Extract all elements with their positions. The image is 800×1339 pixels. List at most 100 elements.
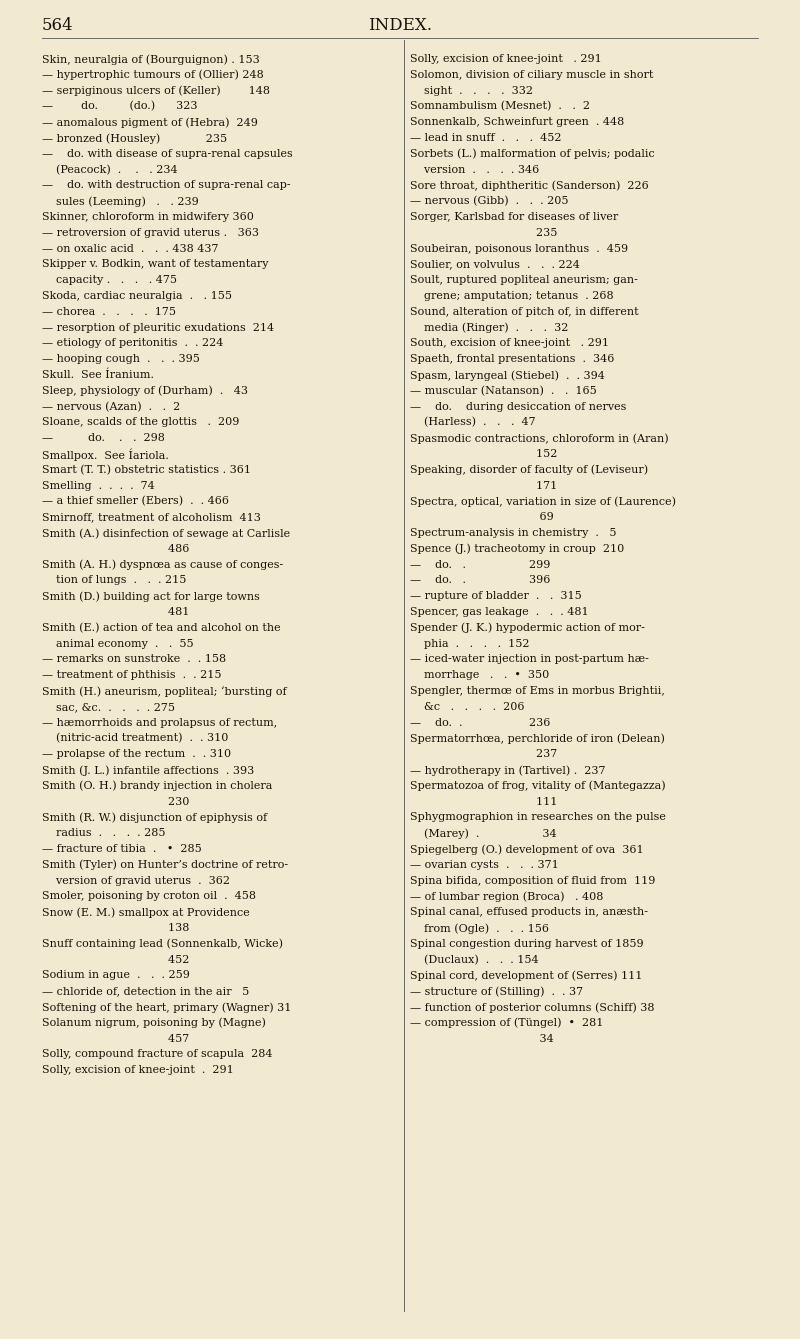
Text: — function of posterior columns (Schiff) 38: — function of posterior columns (Schiff)…: [410, 1002, 654, 1012]
Text: Spina bifida, composition of fluid from  119: Spina bifida, composition of fluid from …: [410, 876, 655, 885]
Text: capacity .   .   .   . 475: capacity . . . . 475: [42, 276, 177, 285]
Text: Sleep, physiology of (Durham)  .   43: Sleep, physiology of (Durham) . 43: [42, 386, 248, 396]
Text: Smelling  .  .  .  .  74: Smelling . . . . 74: [42, 481, 154, 490]
Text: INDEX.: INDEX.: [368, 17, 432, 33]
Text: Solly, compound fracture of scapula  284: Solly, compound fracture of scapula 284: [42, 1050, 273, 1059]
Text: Spasmodic contractions, chloroform in (Aran): Spasmodic contractions, chloroform in (A…: [410, 434, 669, 443]
Text: 152: 152: [410, 449, 558, 459]
Text: — muscular (Natanson)  .   .  165: — muscular (Natanson) . . 165: [410, 386, 597, 396]
Text: 111: 111: [410, 797, 558, 806]
Text: 69: 69: [410, 513, 554, 522]
Text: sight  .   .   .   .  332: sight . . . . 332: [410, 86, 533, 95]
Text: animal economy  .   .  55: animal economy . . 55: [42, 639, 194, 648]
Text: phia  .   .   .   .  152: phia . . . . 152: [410, 639, 530, 648]
Text: Smith (Tyler) on Hunter’s doctrine of retro-: Smith (Tyler) on Hunter’s doctrine of re…: [42, 860, 288, 870]
Text: Smith (A.) disinfection of sewage at Carlisle: Smith (A.) disinfection of sewage at Car…: [42, 528, 290, 538]
Text: — lead in snuff  .   .   .  452: — lead in snuff . . . 452: [410, 133, 562, 143]
Text: Soult, ruptured popliteal aneurism; gan-: Soult, ruptured popliteal aneurism; gan-: [410, 276, 638, 285]
Text: Smirnoff, treatment of alcoholism  413: Smirnoff, treatment of alcoholism 413: [42, 513, 261, 522]
Text: Skinner, chloroform in midwifery 360: Skinner, chloroform in midwifery 360: [42, 212, 254, 222]
Text: Spinal congestion during harvest of 1859: Spinal congestion during harvest of 1859: [410, 939, 644, 949]
Text: Spasm, laryngeal (Stiebel)  .  . 394: Spasm, laryngeal (Stiebel) . . 394: [410, 370, 605, 380]
Text: — rupture of bladder  .   .  315: — rupture of bladder . . 315: [410, 592, 582, 601]
Text: Spence (J.) tracheotomy in croup  210: Spence (J.) tracheotomy in croup 210: [410, 544, 624, 554]
Text: — remarks on sunstroke  .  . 158: — remarks on sunstroke . . 158: [42, 655, 226, 664]
Text: Smith (A. H.) dyspnœa as cause of conges-: Smith (A. H.) dyspnœa as cause of conges…: [42, 560, 283, 570]
Text: Skoda, cardiac neuralgia  .   . 155: Skoda, cardiac neuralgia . . 155: [42, 291, 232, 301]
Text: (Marey)  .                  34: (Marey) . 34: [410, 829, 557, 838]
Text: Spender (J. K.) hypodermic action of mor-: Spender (J. K.) hypodermic action of mor…: [410, 623, 645, 633]
Text: Spinal canal, effused products in, anæsth-: Spinal canal, effused products in, anæst…: [410, 908, 648, 917]
Text: Smith (D.) building act for large towns: Smith (D.) building act for large towns: [42, 592, 260, 601]
Text: Sorger, Karlsbad for diseases of liver: Sorger, Karlsbad for diseases of liver: [410, 212, 618, 222]
Text: morrhage   .   .  •  350: morrhage . . • 350: [410, 671, 550, 680]
Text: Soubeiran, poisonous loranthus  .  459: Soubeiran, poisonous loranthus . 459: [410, 244, 628, 253]
Text: — retroversion of gravid uterus .   363: — retroversion of gravid uterus . 363: [42, 228, 259, 238]
Text: Skipper v. Bodkin, want of testamentary: Skipper v. Bodkin, want of testamentary: [42, 260, 269, 269]
Text: radius  .   .   .  . 285: radius . . . . 285: [42, 829, 166, 838]
Text: Sorbets (L.) malformation of pelvis; podalic: Sorbets (L.) malformation of pelvis; pod…: [410, 149, 654, 159]
Text: 457: 457: [42, 1034, 190, 1043]
Text: Solanum nigrum, poisoning by (Magne): Solanum nigrum, poisoning by (Magne): [42, 1018, 266, 1028]
Text: — ovarian cysts  .   .  . 371: — ovarian cysts . . . 371: [410, 860, 558, 870]
Text: Somnambulism (Mesnet)  .   .  2: Somnambulism (Mesnet) . . 2: [410, 102, 590, 111]
Text: — bronzed (Housley)             235: — bronzed (Housley) 235: [42, 133, 227, 143]
Text: —    do.   .                  299: — do. . 299: [410, 560, 550, 569]
Text: Smith (E.) action of tea and alcohol on the: Smith (E.) action of tea and alcohol on …: [42, 623, 281, 633]
Text: Spiegelberg (O.) development of ova  361: Spiegelberg (O.) development of ova 361: [410, 844, 644, 854]
Text: Skull.  See Íranium.: Skull. See Íranium.: [42, 370, 154, 380]
Text: — hydrotherapy in (Tartivel) .  237: — hydrotherapy in (Tartivel) . 237: [410, 765, 606, 775]
Text: Sphygmographion in researches on the pulse: Sphygmographion in researches on the pul…: [410, 813, 666, 822]
Text: Sodium in ague  .   .  . 259: Sodium in ague . . . 259: [42, 971, 190, 980]
Text: Smith (O. H.) brandy injection in cholera: Smith (O. H.) brandy injection in choler…: [42, 781, 272, 791]
Text: — of lumbar region (Broca)   . 408: — of lumbar region (Broca) . 408: [410, 892, 603, 902]
Text: — a thief smeller (Ebers)  .  . 466: — a thief smeller (Ebers) . . 466: [42, 497, 229, 506]
Text: —    do.   .                  396: — do. . 396: [410, 576, 550, 585]
Text: — hæmorrhoids and prolapsus of rectum,: — hæmorrhoids and prolapsus of rectum,: [42, 718, 278, 727]
Text: — chloride of, detection in the air   5: — chloride of, detection in the air 5: [42, 987, 250, 996]
Text: — fracture of tibia  .   •  285: — fracture of tibia . • 285: [42, 844, 202, 854]
Text: — structure of (Stilling)  .  . 37: — structure of (Stilling) . . 37: [410, 987, 583, 996]
Text: — treatment of phthisis  .  . 215: — treatment of phthisis . . 215: [42, 671, 222, 680]
Text: (Harless)  .   .   .  47: (Harless) . . . 47: [410, 418, 536, 427]
Text: — hypertrophic tumours of (Ollier) 248: — hypertrophic tumours of (Ollier) 248: [42, 70, 264, 80]
Text: Skin, neuralgia of (Bourguignon) . 153: Skin, neuralgia of (Bourguignon) . 153: [42, 54, 260, 64]
Text: Spectra, optical, variation in size of (Laurence): Spectra, optical, variation in size of (…: [410, 497, 676, 507]
Text: Spaeth, frontal presentations  .  346: Spaeth, frontal presentations . 346: [410, 355, 614, 364]
Text: — anomalous pigment of (Hebra)  249: — anomalous pigment of (Hebra) 249: [42, 118, 258, 127]
Text: sules (Leeming)   .   . 239: sules (Leeming) . . 239: [42, 197, 198, 206]
Text: — nervous (Gibb)  .   .  . 205: — nervous (Gibb) . . . 205: [410, 197, 569, 206]
Text: 452: 452: [42, 955, 190, 964]
Text: — compression of (Tüngel)  •  281: — compression of (Tüngel) • 281: [410, 1018, 603, 1028]
Text: 237: 237: [410, 750, 558, 759]
Text: — prolapse of the rectum  .  . 310: — prolapse of the rectum . . 310: [42, 750, 231, 759]
Text: Solomon, division of ciliary muscle in short: Solomon, division of ciliary muscle in s…: [410, 70, 654, 80]
Text: —    do. with destruction of supra-renal cap-: — do. with destruction of supra-renal ca…: [42, 181, 290, 190]
Text: Spengler, thermœ of Ems in morbus Brightii,: Spengler, thermœ of Ems in morbus Bright…: [410, 686, 665, 696]
Text: version of gravid uterus  .  362: version of gravid uterus . 362: [42, 876, 230, 885]
Text: &c   .   .   .   .  206: &c . . . . 206: [410, 702, 525, 712]
Text: — hooping cough  .   .  . 395: — hooping cough . . . 395: [42, 355, 200, 364]
Text: — resorption of pleuritic exudations  214: — resorption of pleuritic exudations 214: [42, 323, 274, 332]
Text: —    do.    during desiccation of nerves: — do. during desiccation of nerves: [410, 402, 626, 411]
Text: South, excision of knee-joint   . 291: South, excision of knee-joint . 291: [410, 339, 609, 348]
Text: — chorea  .   .   .   .  175: — chorea . . . . 175: [42, 307, 176, 317]
Text: 481: 481: [42, 607, 190, 617]
Text: Smith (H.) aneurism, popliteal; ‘bursting of: Smith (H.) aneurism, popliteal; ‘burstin…: [42, 686, 286, 696]
Text: — nervous (Azan)  .   .  2: — nervous (Azan) . . 2: [42, 402, 180, 412]
Text: Sloane, scalds of the glottis   .  209: Sloane, scalds of the glottis . 209: [42, 418, 239, 427]
Text: 486: 486: [42, 544, 190, 554]
Text: 171: 171: [410, 481, 558, 490]
Text: — on oxalic acid  .   .  . 438 437: — on oxalic acid . . . 438 437: [42, 244, 218, 253]
Text: media (Ringer)  .   .   .  32: media (Ringer) . . . 32: [410, 323, 568, 333]
Text: —        do.         (do.)      323: — do. (do.) 323: [42, 102, 198, 111]
Text: Smith (R. W.) disjunction of epiphysis of: Smith (R. W.) disjunction of epiphysis o…: [42, 813, 267, 823]
Text: 34: 34: [410, 1034, 554, 1043]
Text: Sound, alteration of pitch of, in different: Sound, alteration of pitch of, in differ…: [410, 307, 638, 317]
Text: Spermatorrhœa, perchloride of iron (Delean): Spermatorrhœa, perchloride of iron (Dele…: [410, 734, 665, 744]
Text: sac, &c.  .   .   .  . 275: sac, &c. . . . . 275: [42, 702, 175, 712]
Text: (nitric-acid treatment)  .  . 310: (nitric-acid treatment) . . 310: [42, 734, 228, 743]
Text: —    do. with disease of supra-renal capsules: — do. with disease of supra-renal capsul…: [42, 149, 293, 159]
Text: Smith (J. L.) infantile affections  . 393: Smith (J. L.) infantile affections . 393: [42, 765, 254, 775]
Text: — iced-water injection in post-partum hæ-: — iced-water injection in post-partum hæ…: [410, 655, 649, 664]
